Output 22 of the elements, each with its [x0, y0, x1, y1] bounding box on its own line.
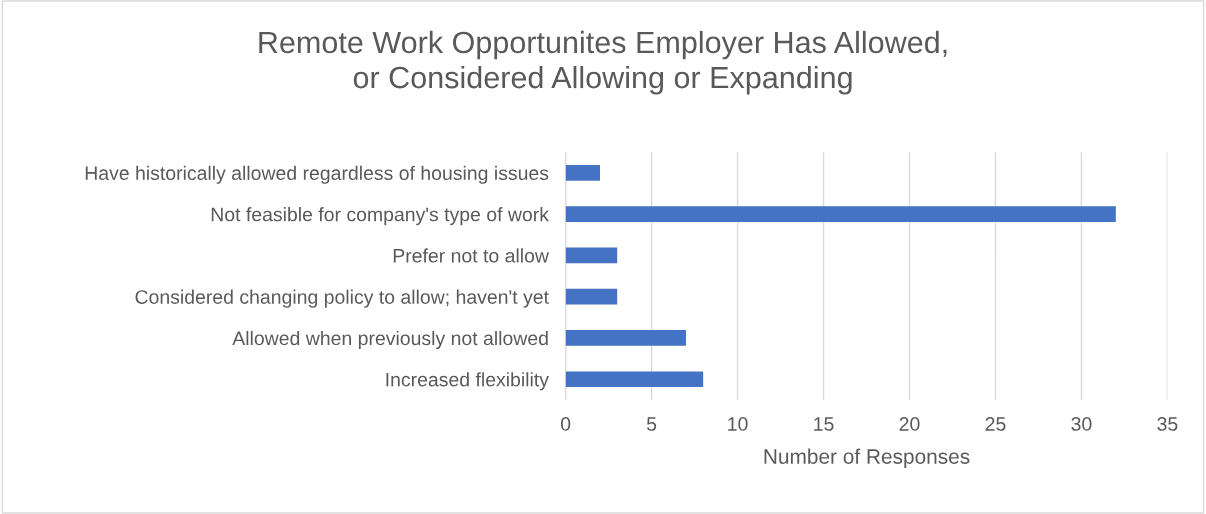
x-tick-label: 20: [899, 417, 920, 431]
x-tick-label: 35: [1157, 417, 1178, 431]
y-tick-label: Prefer not to allow: [393, 248, 550, 263]
y-tick-label: Have historically allowed regardless of housing issues: [85, 165, 549, 184]
x-tick-label: 5: [646, 417, 657, 431]
bar: [565, 164, 600, 181]
y-tick-label: Not feasible for company's type of work: [211, 207, 549, 226]
x-tick-label: 10: [728, 417, 748, 431]
bar: [565, 288, 618, 305]
bar: [565, 247, 618, 264]
x-axis-title: Number of Responses: [764, 448, 970, 468]
y-tick-label: Increased flexibility: [386, 372, 549, 391]
bar: [565, 206, 1116, 222]
bar: [565, 330, 686, 346]
x-tick-label: 0: [560, 417, 571, 431]
bar: [565, 371, 704, 388]
y-tick-label: Considered changing policy to allow; haven't yet: [135, 289, 549, 308]
y-tick-label: Allowed when previously not allowed: [232, 330, 548, 350]
x-tick-label: 30: [1071, 417, 1092, 431]
chart-title: Remote Work Opportunites Employer Has Allowed, or Considered Allowing or Expanding: [259, 30, 947, 95]
x-tick-label: 15: [814, 417, 834, 431]
x-tick-label: 25: [985, 417, 1006, 431]
